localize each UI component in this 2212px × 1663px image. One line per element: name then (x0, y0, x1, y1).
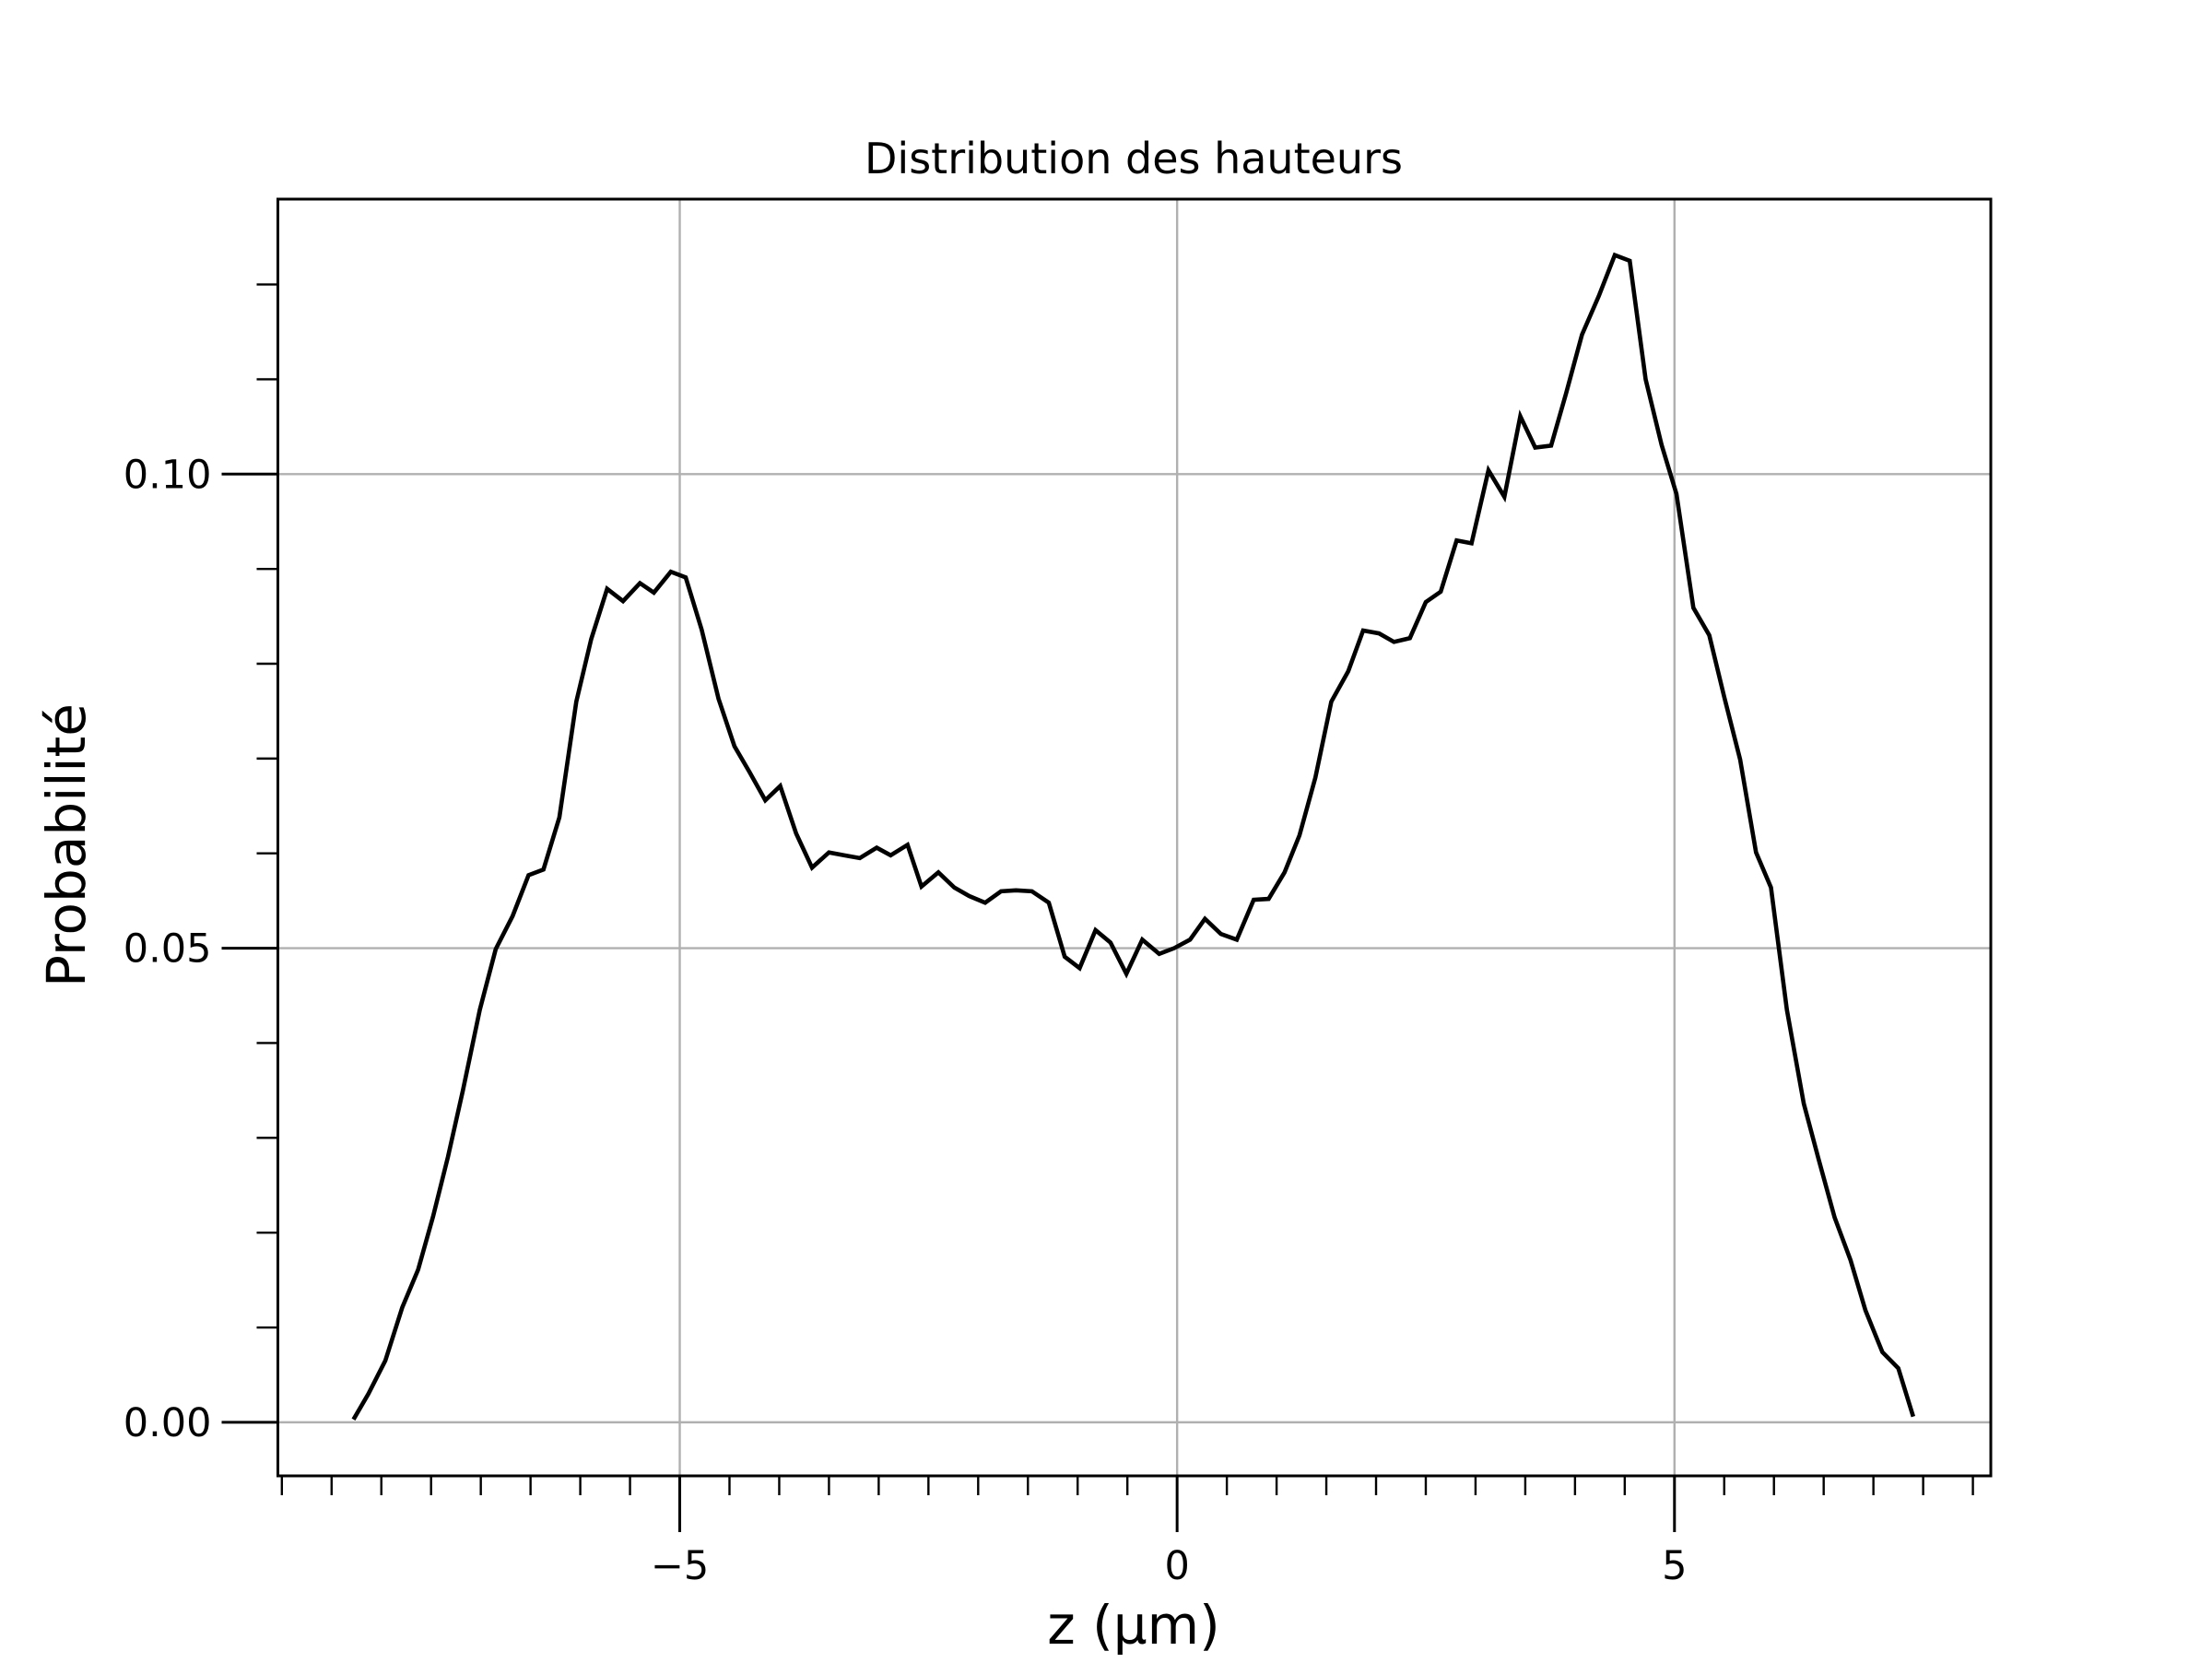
chart-title: Distribution des hauteurs (865, 134, 1403, 183)
y-tick-label: 0.10 (124, 452, 212, 498)
y-axis-label: Probabilité (35, 703, 98, 987)
x-tick-label: 5 (1662, 1543, 1687, 1589)
x-tick-label: −5 (651, 1543, 709, 1589)
y-tick-label: 0.05 (124, 926, 212, 973)
x-axis-label: z (µm) (1047, 1594, 1220, 1657)
data-line (351, 252, 1916, 1421)
x-tick-label: 0 (1164, 1543, 1189, 1589)
plot-frame (276, 197, 1993, 1478)
y-tick-label: 0.00 (124, 1400, 212, 1446)
